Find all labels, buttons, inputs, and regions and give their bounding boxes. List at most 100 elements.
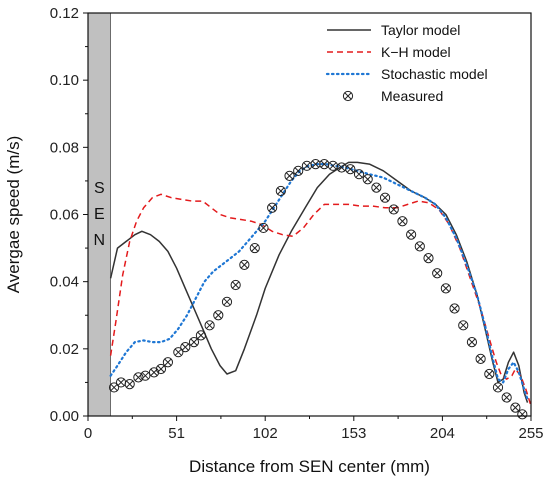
- y-tick-label: 0.04: [50, 274, 79, 291]
- measured-point: [440, 283, 451, 294]
- marker-cross: [277, 187, 285, 195]
- y-tick-label: 0.00: [50, 408, 79, 425]
- sen-letter: N: [94, 232, 106, 249]
- measured-point: [397, 216, 408, 227]
- measured-point: [124, 378, 135, 390]
- marker-circle: [475, 353, 486, 365]
- marker-circle: [221, 296, 233, 307]
- y-tick-label: 0.12: [50, 5, 79, 22]
- marker-circle: [379, 192, 391, 203]
- marker-cross: [190, 338, 198, 346]
- legend-item: K−H model: [327, 44, 451, 60]
- marker-cross: [355, 170, 363, 178]
- marker-circle: [414, 241, 425, 252]
- marker-cross: [223, 298, 231, 306]
- marker-cross: [511, 403, 519, 412]
- marker-cross: [110, 383, 118, 392]
- marker-circle: [258, 222, 269, 234]
- legend-label: K−H model: [381, 44, 451, 60]
- marker-cross: [197, 331, 205, 340]
- marker-circle: [267, 202, 278, 213]
- measured-point: [510, 402, 521, 413]
- series-stochastic-model-line: [109, 163, 529, 401]
- marker-cross: [206, 321, 214, 329]
- measured-point: [517, 409, 528, 420]
- measured-point: [188, 337, 200, 348]
- x-axis-title: Distance from SEN center (mm): [189, 457, 430, 476]
- tick-layer: 0 51 102 153 204 255 0.00 0.02 0.04 0.06 0.08 0.10 0…: [50, 5, 544, 442]
- marker-cross: [390, 205, 398, 214]
- y-tick-label: 0.02: [50, 341, 79, 358]
- marker-circle: [406, 229, 417, 240]
- marker-cross: [329, 162, 337, 170]
- y-tick-label: 0.08: [50, 139, 79, 156]
- measured-point: [301, 160, 312, 171]
- legend-item: Taylor model: [327, 22, 460, 38]
- marker-cross: [450, 304, 459, 313]
- y-tick-label: 0.10: [50, 72, 79, 89]
- marker-circle: [239, 259, 250, 270]
- marker-cross: [141, 372, 149, 380]
- marker-cross: [416, 242, 424, 251]
- marker-circle: [517, 409, 528, 420]
- measured-point: [249, 242, 260, 254]
- measured-point: [213, 310, 224, 321]
- marker-cross: [181, 343, 189, 351]
- marker-circle: [432, 268, 443, 279]
- measured-point: [336, 162, 347, 173]
- measured-point: [432, 268, 443, 279]
- y-tick-label: 0.06: [50, 207, 79, 224]
- marker-circle: [180, 342, 191, 353]
- measured-point: [449, 303, 460, 314]
- marker-cross: [164, 358, 172, 366]
- measured-point: [267, 202, 278, 213]
- marker-circle: [371, 182, 382, 193]
- marker-circle: [484, 368, 495, 380]
- marker-circle: [155, 363, 167, 375]
- measured-point: [414, 241, 425, 252]
- sen-letter: S: [94, 180, 105, 197]
- measured-point: [501, 392, 512, 403]
- marker-circle: [492, 382, 504, 393]
- marker-cross: [320, 160, 328, 168]
- marker-circle: [397, 216, 408, 227]
- measured-point: [230, 279, 241, 291]
- marker-cross: [424, 254, 433, 262]
- measured-point: [108, 382, 120, 393]
- marker-cross: [468, 338, 476, 346]
- marker-circle: [362, 174, 373, 185]
- marker-circle: [501, 392, 512, 403]
- marker-cross: [311, 160, 320, 168]
- legend-item: Stochastic model: [325, 66, 488, 82]
- marker-cross: [240, 261, 248, 269]
- marker-cross: [294, 167, 302, 175]
- marker-cross: [285, 172, 294, 180]
- marker-cross: [303, 162, 311, 170]
- marker-circle: [275, 185, 286, 197]
- x-tick-label: 51: [168, 425, 185, 442]
- measured-point: [371, 182, 382, 193]
- series-taylor-model-line: [109, 161, 529, 403]
- marker-cross: [433, 269, 441, 277]
- y-axis-title: Avergae speed (m/s): [4, 136, 23, 293]
- measured-point: [293, 165, 304, 176]
- marker-circle: [449, 303, 460, 314]
- marker-circle: [140, 370, 151, 381]
- marker-cross: [117, 378, 125, 387]
- marker-cross: [372, 184, 380, 192]
- measured-point: [362, 174, 373, 185]
- measured-point: [284, 170, 295, 181]
- sen-region: SEN: [87, 12, 111, 417]
- measured-point: [475, 353, 486, 365]
- legend-label: Measured: [381, 88, 443, 104]
- marker-circle: [310, 159, 321, 170]
- marker-cross: [126, 380, 134, 388]
- marker-circle: [213, 310, 224, 321]
- measured-point: [406, 229, 417, 240]
- sen-letter: E: [94, 206, 105, 223]
- marker-circle: [204, 320, 215, 331]
- legend: Taylor model K−H model Stochastic model Mea…: [325, 22, 488, 104]
- measured-point: [204, 320, 215, 331]
- marker-cross: [381, 194, 389, 202]
- marker-cross: [346, 165, 354, 173]
